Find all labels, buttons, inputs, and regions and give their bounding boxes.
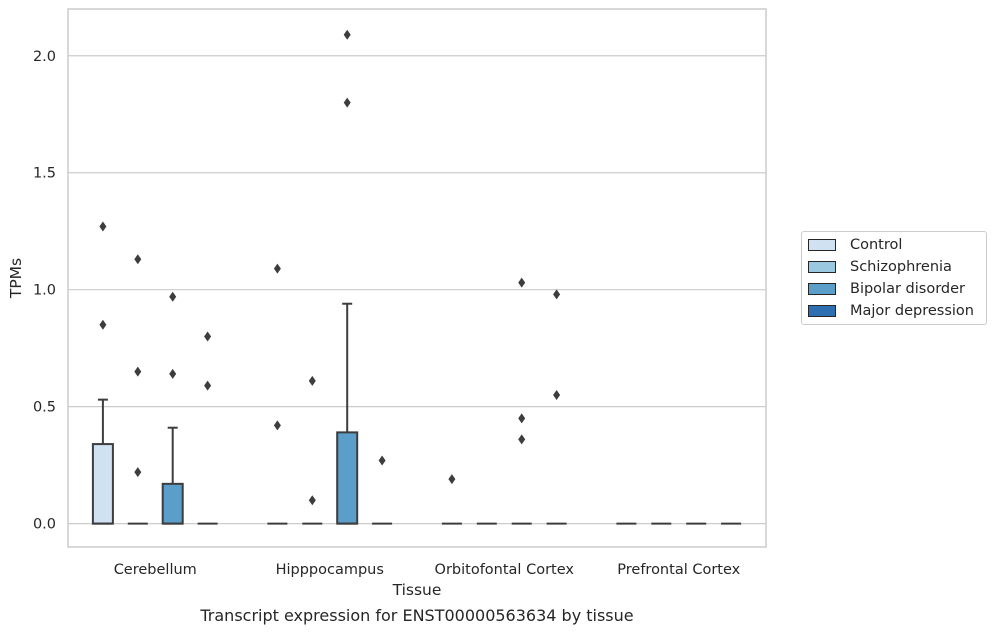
outlier-point bbox=[204, 331, 212, 342]
x-axis-label: Tissue bbox=[392, 581, 442, 599]
legend-swatch bbox=[808, 239, 836, 251]
outlier-point bbox=[553, 289, 561, 300]
outlier-point bbox=[204, 380, 212, 391]
outlier-point bbox=[134, 467, 142, 478]
box-schizophrenia bbox=[127, 254, 148, 525]
y-tick-label: 0.5 bbox=[33, 400, 56, 416]
outlier-point bbox=[99, 319, 107, 330]
outlier-point bbox=[169, 368, 177, 379]
box-body bbox=[336, 431, 359, 525]
box-major-depression bbox=[546, 289, 567, 525]
y-tick-label: 1.0 bbox=[33, 283, 56, 299]
box-major-depression bbox=[372, 455, 393, 525]
legend-label: Major depression bbox=[850, 303, 974, 319]
legend: Control Schizophrenia Bipolar disorder M… bbox=[801, 231, 987, 325]
legend-item-bipolar-disorder: Bipolar disorder bbox=[808, 280, 965, 298]
legend-item-major-depression: Major depression bbox=[808, 302, 974, 320]
box-major-depression bbox=[197, 331, 218, 525]
legend-swatch bbox=[808, 305, 836, 317]
box-schizophrenia bbox=[302, 375, 323, 525]
legend-label: Schizophrenia bbox=[850, 259, 952, 275]
grid-lines bbox=[68, 55, 766, 525]
x-tick-label: Prefrontal Cortex bbox=[617, 562, 740, 578]
box-control bbox=[441, 474, 462, 525]
box-bipolar-disorder bbox=[161, 291, 184, 525]
outlier-point bbox=[169, 291, 177, 302]
y-tick-label: 2.0 bbox=[33, 49, 56, 65]
box-body bbox=[91, 443, 114, 525]
x-tick-label: Orbitofontal Cortex bbox=[435, 562, 575, 578]
x-tick-label: Cerebellum bbox=[114, 562, 197, 578]
plot-frame bbox=[67, 8, 767, 548]
x-tick-label: Hipppocampus bbox=[276, 562, 384, 578]
legend-label: Bipolar disorder bbox=[850, 281, 965, 297]
outlier-point bbox=[378, 455, 386, 466]
outlier-point bbox=[518, 434, 526, 445]
outlier-point bbox=[273, 420, 281, 431]
outlier-point bbox=[448, 474, 456, 485]
legend-swatch bbox=[808, 261, 836, 273]
outlier-point bbox=[518, 277, 526, 288]
legend-item-control: Control bbox=[808, 236, 902, 254]
outlier-point bbox=[308, 495, 316, 506]
x-ticks: Cerebellum Hipppocampus Orbitofontal Corte… bbox=[114, 562, 741, 578]
box-control bbox=[91, 221, 114, 525]
box-bipolar-disorder bbox=[336, 29, 359, 525]
box-body bbox=[161, 482, 184, 525]
outlier-point bbox=[273, 263, 281, 274]
outlier-point bbox=[553, 389, 561, 400]
outlier-point bbox=[308, 375, 316, 386]
legend-label: Control bbox=[850, 237, 903, 253]
y-tick-label: 1.5 bbox=[33, 166, 56, 182]
box-bipolar-disorder bbox=[511, 277, 532, 525]
box-control bbox=[267, 263, 288, 525]
outlier-point bbox=[99, 221, 107, 232]
legend-item-schizophrenia: Schizophrenia bbox=[808, 258, 952, 276]
y-axis-label: TPMs bbox=[7, 258, 25, 299]
figure-caption: Transcript expression for ENST0000056363… bbox=[200, 606, 634, 625]
outlier-point bbox=[518, 413, 526, 424]
outlier-point bbox=[343, 29, 351, 40]
y-tick-label: 0.0 bbox=[33, 517, 56, 533]
y-ticks: 0.0 0.5 1.0 1.5 2.0 bbox=[33, 49, 56, 533]
outlier-point bbox=[134, 366, 142, 377]
outlier-point bbox=[343, 97, 351, 108]
boxes bbox=[91, 29, 742, 525]
outlier-point bbox=[134, 254, 142, 265]
legend-swatch bbox=[808, 283, 836, 295]
